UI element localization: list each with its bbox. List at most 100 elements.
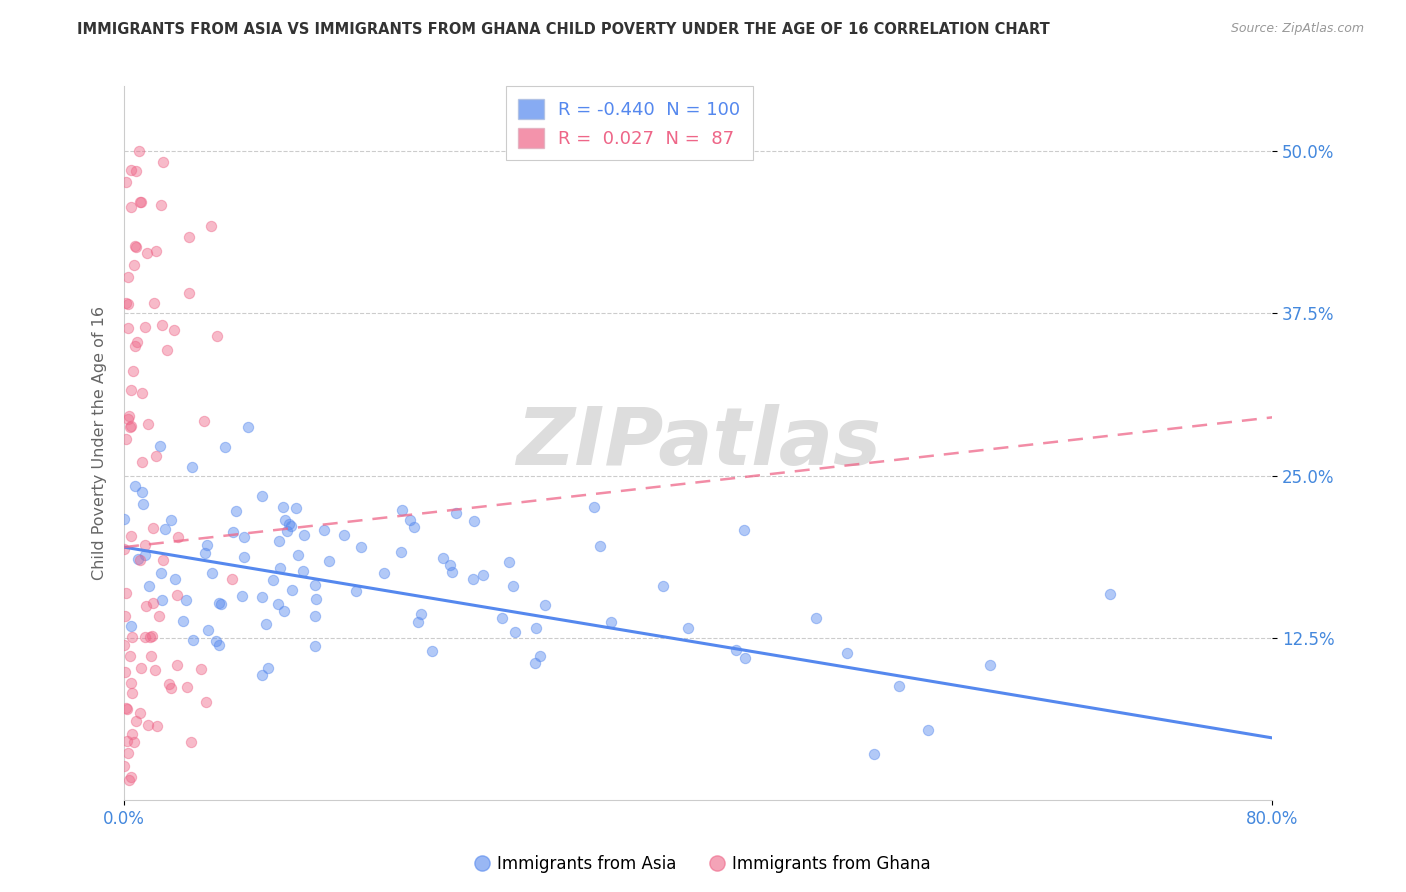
Point xyxy=(292,527,315,541)
Point xyxy=(160,681,183,695)
Point xyxy=(120,419,142,434)
Point xyxy=(676,621,699,635)
Point xyxy=(208,595,231,609)
Point xyxy=(114,432,136,446)
Point xyxy=(127,334,149,349)
Point xyxy=(232,530,254,544)
Point xyxy=(145,450,167,464)
Point xyxy=(208,638,231,652)
Point xyxy=(122,364,145,378)
Point xyxy=(125,714,148,729)
Point xyxy=(181,633,204,648)
Point xyxy=(271,500,294,515)
Point xyxy=(150,318,173,333)
Point xyxy=(373,566,395,580)
Point xyxy=(122,258,145,272)
Point xyxy=(118,420,141,434)
Point xyxy=(273,604,295,618)
Point xyxy=(142,296,165,310)
Point xyxy=(406,615,429,630)
Point xyxy=(124,479,146,493)
Point xyxy=(120,648,142,663)
Point xyxy=(120,675,142,690)
Point xyxy=(252,667,274,681)
Legend: R = -0.440  N = 100, R =  0.027  N =  87: R = -0.440 N = 100, R = 0.027 N = 87 xyxy=(506,87,752,161)
Point xyxy=(350,540,373,554)
Point xyxy=(398,513,420,527)
Point xyxy=(117,746,139,760)
Point xyxy=(733,523,755,537)
Point xyxy=(117,269,139,284)
Point xyxy=(136,246,159,260)
Point xyxy=(409,607,432,621)
Point xyxy=(600,615,623,630)
Point xyxy=(174,593,197,607)
Point xyxy=(124,239,146,253)
Point xyxy=(159,512,181,526)
Point xyxy=(148,608,170,623)
Text: Source: ZipAtlas.com: Source: ZipAtlas.com xyxy=(1230,22,1364,36)
Point xyxy=(121,630,143,644)
Point xyxy=(166,657,188,672)
Point xyxy=(145,244,167,258)
Point xyxy=(129,195,152,210)
Point xyxy=(529,648,551,663)
Point xyxy=(269,534,291,549)
Point xyxy=(262,573,284,587)
Point xyxy=(115,701,138,715)
Point xyxy=(172,614,194,628)
Point xyxy=(332,528,354,542)
Point xyxy=(304,608,326,623)
Point xyxy=(163,324,186,338)
Point xyxy=(134,320,156,334)
Point xyxy=(887,679,910,693)
Point xyxy=(176,680,198,694)
Point xyxy=(134,548,156,562)
Point xyxy=(117,411,139,425)
Point xyxy=(195,695,218,709)
Point xyxy=(498,555,520,569)
Point xyxy=(404,520,426,534)
Point xyxy=(292,564,315,578)
Point xyxy=(152,155,174,169)
Point xyxy=(128,195,150,210)
Point xyxy=(114,700,136,714)
Point xyxy=(471,568,494,582)
Point xyxy=(222,525,245,540)
Point xyxy=(112,512,135,526)
Point xyxy=(463,514,485,528)
Point xyxy=(131,386,153,401)
Point xyxy=(250,590,273,604)
Point xyxy=(128,553,150,567)
Point xyxy=(344,583,367,598)
Point xyxy=(444,506,467,520)
Point xyxy=(533,598,555,612)
Point xyxy=(420,643,443,657)
Point xyxy=(441,565,464,579)
Point xyxy=(117,320,139,334)
Point xyxy=(231,589,253,603)
Point xyxy=(125,164,148,178)
Point xyxy=(131,661,153,675)
Point xyxy=(120,619,142,633)
Point xyxy=(225,504,247,518)
Point xyxy=(391,502,413,516)
Point xyxy=(491,611,513,625)
Text: IMMIGRANTS FROM ASIA VS IMMIGRANTS FROM GHANA CHILD POVERTY UNDER THE AGE OF 16 : IMMIGRANTS FROM ASIA VS IMMIGRANTS FROM … xyxy=(77,22,1050,37)
Point xyxy=(120,770,142,784)
Point xyxy=(121,727,143,741)
Point xyxy=(269,560,291,574)
Point xyxy=(214,440,236,454)
Point xyxy=(304,640,326,654)
Point xyxy=(118,772,141,787)
Point xyxy=(180,735,202,749)
Point xyxy=(127,551,149,566)
Point xyxy=(128,144,150,158)
Point xyxy=(312,524,335,538)
Point xyxy=(209,597,232,611)
Point xyxy=(589,539,612,553)
Point xyxy=(278,516,301,531)
Point xyxy=(734,651,756,665)
Point xyxy=(190,662,212,676)
Point xyxy=(651,579,673,593)
